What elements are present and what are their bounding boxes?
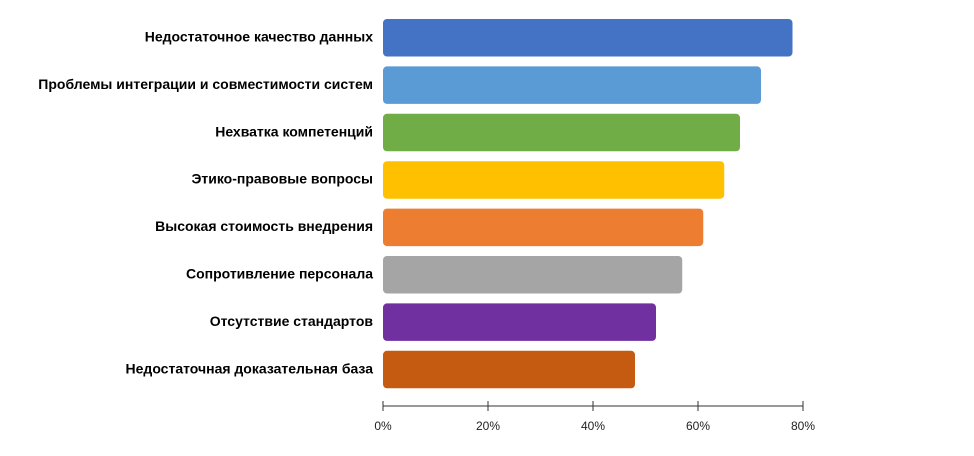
category-label: Нехватка компетенций xyxy=(215,123,373,139)
category-label: Недостаточная доказательная база xyxy=(126,360,374,376)
x-axis-ticks: 0% 20% 40% 60% 80% xyxy=(374,401,815,433)
bar xyxy=(383,256,683,294)
bar xyxy=(383,161,725,199)
category-label: Этико-правовые вопросы xyxy=(191,171,373,187)
bars xyxy=(383,19,793,389)
category-label: Сопротивление персонала xyxy=(186,265,373,281)
x-tick-label: 60% xyxy=(686,419,710,433)
x-tick-label: 80% xyxy=(791,419,815,433)
category-label: Отсутствие стандартов xyxy=(210,313,374,329)
x-tick-label: 0% xyxy=(374,419,392,433)
bar xyxy=(383,208,704,247)
bar xyxy=(383,113,740,152)
category-label: Высокая стоимость внедрения xyxy=(155,218,373,234)
category-labels: Недостаточное качество данных Проблемы ин… xyxy=(38,28,373,376)
x-tick-label: 40% xyxy=(581,419,605,433)
bar xyxy=(383,303,656,341)
bar xyxy=(383,19,793,57)
category-label: Проблемы интеграции и совместимости сист… xyxy=(38,76,373,92)
bar xyxy=(383,66,761,104)
category-label: Недостаточное качество данных xyxy=(145,28,373,44)
x-tick-label: 20% xyxy=(476,419,500,433)
bar xyxy=(383,350,635,389)
